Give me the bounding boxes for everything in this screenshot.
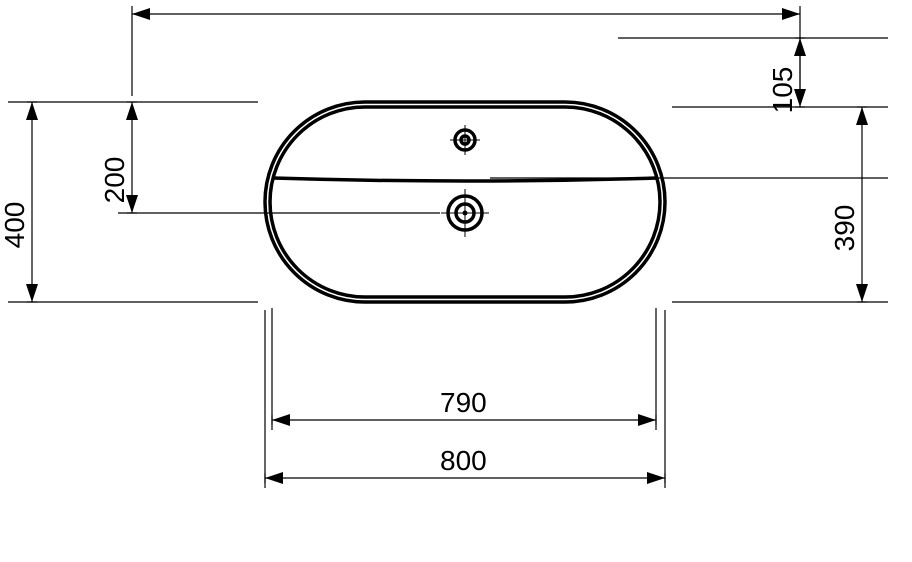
arrowhead (794, 38, 806, 56)
dim-d200-label: 200 (99, 157, 130, 204)
arrowhead (132, 8, 150, 20)
arrowhead (126, 102, 138, 120)
arrowhead (856, 107, 868, 125)
dim-d105-label: 105 (767, 67, 798, 114)
dim-d800-label: 800 (440, 445, 487, 476)
arrowhead (265, 472, 283, 484)
arrowhead (638, 414, 656, 426)
arrowhead (782, 8, 800, 20)
dim-d390-label: 390 (829, 205, 860, 252)
arrowhead (26, 284, 38, 302)
dim-d400-label: 400 (0, 202, 30, 249)
arrowhead (26, 102, 38, 120)
arrowhead (272, 414, 290, 426)
arrowhead (856, 284, 868, 302)
dim-d790-label: 790 (440, 387, 487, 418)
deck-divider (273, 178, 657, 181)
arrowhead (647, 472, 665, 484)
